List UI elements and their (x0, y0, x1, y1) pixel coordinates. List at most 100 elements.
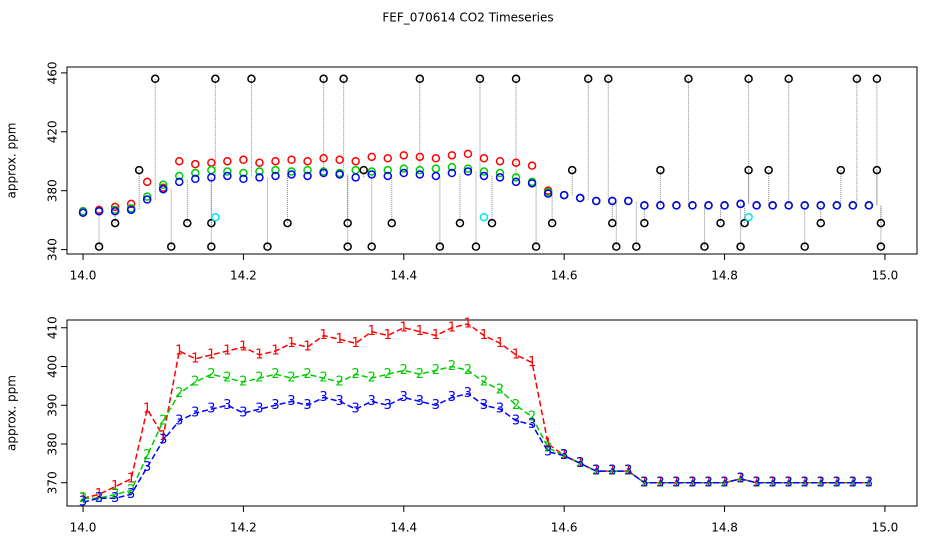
point-marker: 3 (303, 398, 311, 413)
data-point (612, 242, 621, 251)
data-point (175, 171, 184, 181)
x-tick-label: 14.0 (70, 269, 97, 283)
data-point (271, 156, 280, 166)
data-point (339, 74, 348, 84)
point-marker: 2 (207, 367, 215, 382)
data-point (319, 168, 328, 178)
data-point (852, 74, 862, 84)
data-point (255, 167, 264, 176)
data-point (716, 218, 725, 228)
point-marker: 3 (496, 402, 504, 417)
point-marker: 3 (656, 475, 664, 490)
point-marker: 1 (368, 324, 376, 339)
data-point (158, 184, 168, 194)
point-marker: 1 (769, 475, 777, 490)
data-point (583, 74, 593, 84)
data-point (527, 179, 537, 188)
x-tick-label: 14.4 (390, 269, 417, 283)
point-marker: 3 (736, 471, 744, 486)
data-point (399, 168, 409, 178)
point-marker: 1 (608, 464, 616, 479)
data-point (531, 242, 541, 251)
point-marker: 1 (384, 328, 392, 343)
data-point (239, 155, 248, 165)
point-marker: 3 (833, 475, 841, 490)
point-marker: 2 (352, 367, 360, 382)
point-marker: 2 (336, 375, 344, 390)
point-marker: 1 (512, 347, 520, 362)
point-marker: 1 (416, 324, 424, 339)
point-marker: 3 (143, 460, 151, 475)
point-marker: 2 (303, 367, 311, 382)
data-point (239, 168, 248, 178)
data-point (624, 196, 633, 206)
point-marker: 1 (191, 351, 199, 366)
point-marker: 3 (512, 413, 520, 428)
data-point (319, 74, 328, 84)
point-marker: 2 (400, 363, 408, 378)
data-point (287, 167, 296, 176)
point-marker: 1 (736, 471, 744, 486)
x-tick-label: 14.4 (390, 521, 417, 535)
data-point (744, 165, 753, 175)
point-marker: 1 (336, 332, 344, 347)
point-marker: 2 (544, 440, 552, 455)
data-point (335, 170, 344, 179)
data-point (848, 201, 858, 210)
data-point (700, 242, 709, 251)
data-point (399, 164, 409, 173)
point-marker: 3 (865, 475, 873, 490)
point-marker: 1 (656, 475, 664, 490)
data-point (387, 218, 397, 228)
point-marker: 1 (865, 475, 873, 490)
data-point (415, 170, 425, 179)
data-point (608, 218, 617, 228)
point-marker: 1 (303, 340, 311, 355)
point-marker: 2 (448, 359, 456, 374)
data-point (367, 242, 376, 251)
y-tick-label: 380 (46, 433, 60, 456)
point-marker: 1 (287, 336, 295, 351)
x-tick-label: 14.2 (230, 269, 257, 283)
data-point (872, 165, 882, 175)
point-marker: 2 (672, 475, 680, 490)
data-point (207, 173, 216, 182)
y-tick-label: 390 (46, 394, 60, 417)
data-point (211, 74, 220, 84)
data-point (319, 154, 328, 163)
point-marker: 2 (368, 371, 376, 386)
data-point (383, 154, 393, 163)
data-point (191, 174, 200, 184)
data-point (287, 155, 296, 165)
point-marker: 2 (865, 475, 873, 490)
x-tick-label: 14.6 (551, 269, 578, 283)
y-tick-label: 460 (46, 61, 60, 84)
data-point (255, 173, 264, 182)
data-point (126, 205, 136, 215)
x-tick-label: 14.0 (70, 521, 97, 535)
data-point (487, 218, 497, 228)
point-marker: 3 (817, 475, 825, 490)
point-marker: 2 (752, 475, 760, 490)
data-point (744, 212, 753, 222)
point-marker: 3 (672, 475, 680, 490)
x-tick-label: 14.6 (551, 521, 578, 535)
point-marker: 3 (480, 398, 488, 413)
data-point (134, 165, 144, 175)
point-marker: 3 (769, 475, 777, 490)
point-marker: 3 (576, 456, 584, 471)
data-point (640, 218, 649, 228)
point-marker: 2 (656, 475, 664, 490)
data-point (463, 149, 473, 159)
point-marker: 2 (191, 375, 199, 390)
point-marker: 3 (79, 495, 87, 510)
point-marker: 1 (95, 487, 103, 502)
data-point (383, 165, 393, 175)
data-point (223, 156, 232, 166)
point-marker: 1 (143, 402, 151, 417)
y-tick-label: 410 (46, 316, 60, 339)
point-marker: 2 (159, 413, 167, 428)
data-point (575, 193, 585, 203)
x-tick-label: 14.2 (230, 521, 257, 535)
point-marker: 1 (752, 475, 760, 490)
